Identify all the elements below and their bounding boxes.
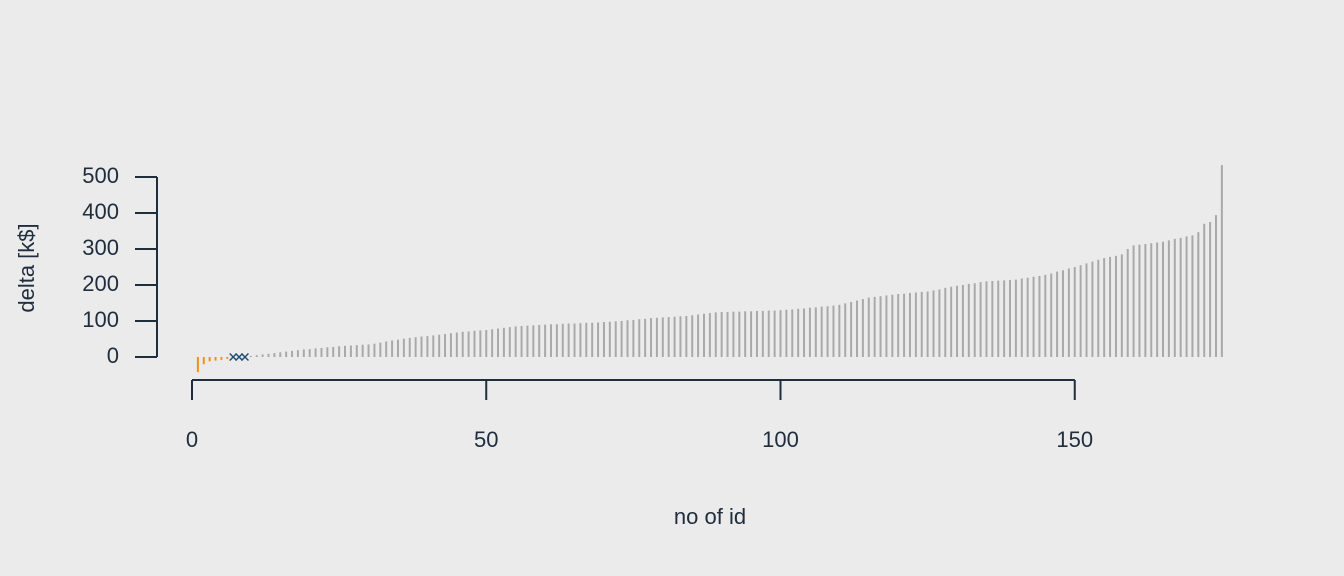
y-axis-label: delta [k$] [14,223,39,312]
cross-marker [240,352,249,362]
x-tick-label: 50 [474,427,498,452]
x-tick-label: 0 [186,427,198,452]
cross-marker [235,352,244,362]
x-tick-label: 150 [1056,427,1093,452]
y-tick-label: 500 [82,163,119,188]
y-tick-label: 0 [107,343,119,368]
y-tick-label: 400 [82,199,119,224]
y-tick-label: 200 [82,271,119,296]
y-tick-label: 100 [82,307,119,332]
cross-marker [229,352,238,362]
x-axis-label: no of id [674,504,746,529]
y-tick-label: 300 [82,235,119,260]
x-tick-label: 100 [762,427,799,452]
